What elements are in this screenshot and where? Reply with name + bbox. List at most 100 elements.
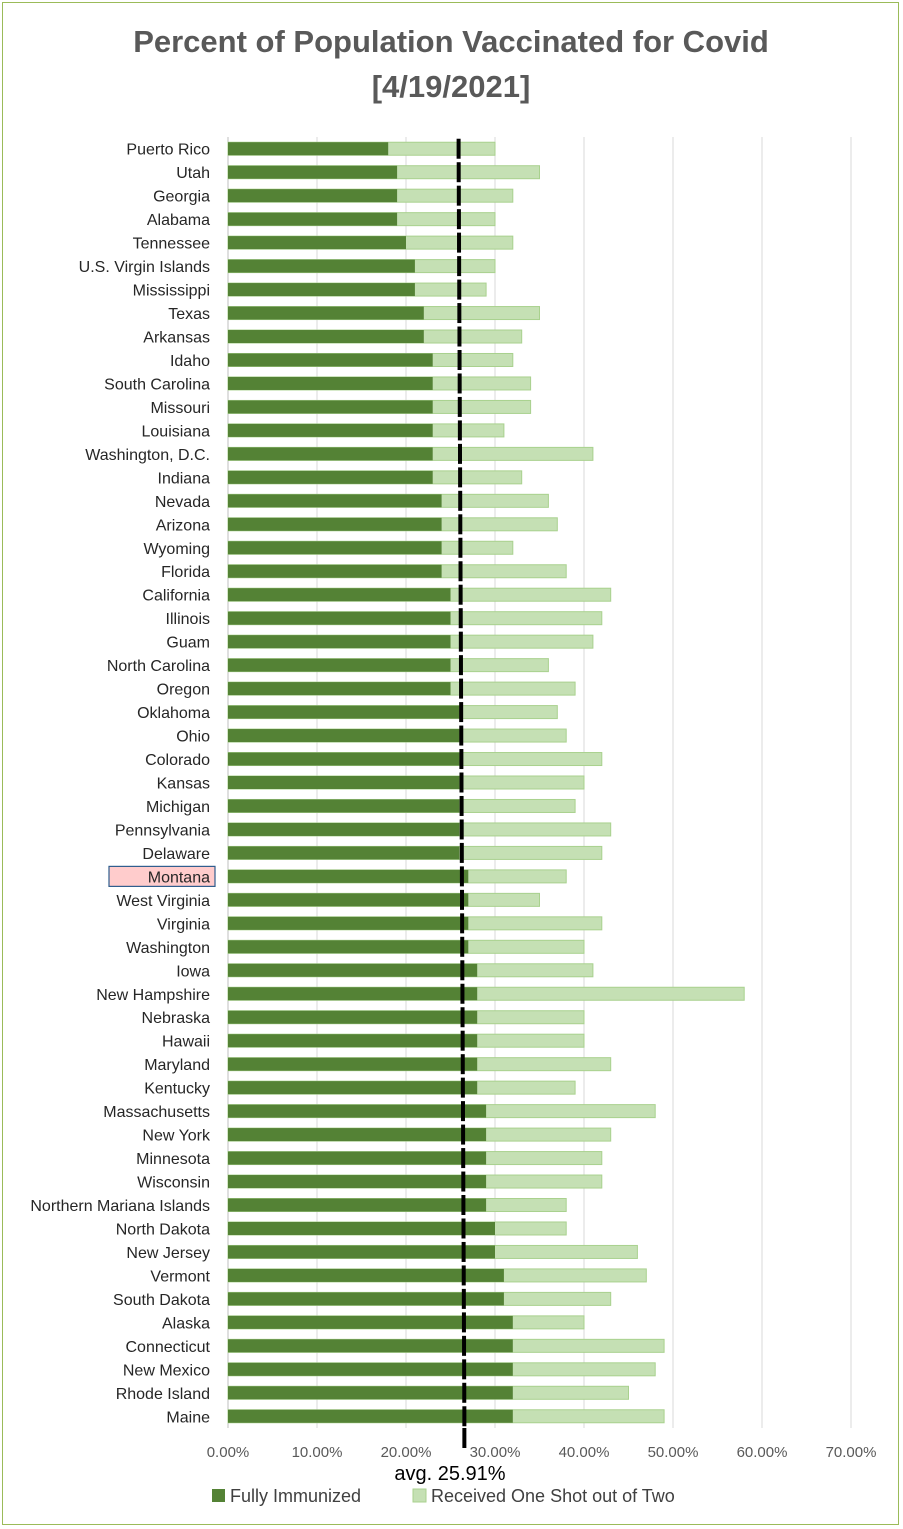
bar-fully-immunized [228, 682, 451, 696]
x-tick-label: 70.00% [826, 1444, 877, 1461]
bar-fully-immunized [228, 822, 460, 836]
bars [227, 141, 745, 1424]
category-label: U.S. Virgin Islands [79, 259, 210, 276]
category-label: Maine [166, 1409, 210, 1426]
legend-label-fully-immunized: Fully Immunized [230, 1486, 361, 1506]
category-label: Maryland [144, 1057, 210, 1074]
category-label: Washington [126, 940, 210, 957]
bar-fully-immunized [228, 1057, 478, 1071]
bar-fully-immunized [228, 330, 424, 344]
bar-fully-immunized [228, 376, 433, 390]
bar-fully-immunized [228, 517, 442, 531]
category-label: Kentucky [144, 1081, 210, 1098]
bar-fully-immunized [228, 1010, 478, 1024]
category-label: New Jersey [126, 1245, 210, 1262]
category-label: Guam [166, 635, 210, 652]
category-label: Minnesota [136, 1151, 210, 1168]
category-label: Washington, D.C. [85, 447, 210, 464]
category-label: South Dakota [113, 1292, 210, 1309]
category-label: Hawaii [162, 1034, 210, 1051]
category-label: Virginia [157, 916, 210, 933]
bar-fully-immunized [228, 1221, 495, 1235]
category-label: California [142, 588, 210, 605]
category-labels: Puerto Rico Utah Georgia Alabama Tennessee U.… [30, 142, 216, 1426]
bar-fully-immunized [228, 470, 433, 484]
category-label: Mississippi [133, 283, 210, 300]
legend-swatch-fully-immunized [212, 1489, 225, 1502]
category-label: Puerto Rico [126, 142, 210, 159]
chart-subtitle-date: [4/19/2021] [372, 69, 531, 104]
bar-fully-immunized [228, 635, 451, 649]
bar-fully-immunized [228, 1128, 487, 1142]
bar-fully-immunized [228, 588, 451, 602]
bar-fully-immunized [228, 940, 469, 954]
bar-fully-immunized [228, 705, 460, 719]
bar-fully-immunized [228, 869, 469, 883]
bar-fully-immunized [228, 236, 406, 250]
category-label: Iowa [176, 963, 210, 980]
bar-fully-immunized [228, 1268, 504, 1282]
bar-fully-immunized [228, 846, 460, 860]
bar-fully-immunized [228, 799, 460, 813]
category-label: Rhode Island [116, 1386, 210, 1403]
category-label: South Carolina [104, 376, 210, 393]
average-line [456, 138, 467, 1448]
bar-fully-immunized [228, 1409, 513, 1423]
bar-fully-immunized [228, 1081, 478, 1095]
category-label: North Carolina [107, 658, 210, 675]
x-tick-label: 0.00% [207, 1444, 250, 1461]
category-label: Connecticut [126, 1339, 211, 1356]
bar-fully-immunized [228, 423, 433, 437]
bar-fully-immunized [228, 400, 433, 414]
category-label: Montana [148, 869, 210, 886]
x-tick-label: 60.00% [737, 1444, 788, 1461]
category-label: Georgia [153, 189, 210, 206]
category-label: Indiana [158, 470, 211, 487]
category-label: Nebraska [142, 1010, 211, 1027]
x-tick-label: 40.00% [559, 1444, 610, 1461]
category-label: Wisconsin [137, 1175, 210, 1192]
bar-fully-immunized [228, 963, 478, 977]
bar-fully-immunized [228, 1198, 487, 1212]
chart-title: Percent of Population Vaccinated for Cov… [133, 24, 769, 59]
bar-fully-immunized [228, 1339, 513, 1353]
bar-fully-immunized [228, 916, 469, 930]
x-tick-label: 50.00% [648, 1444, 699, 1461]
average-label: avg. 25.91% [394, 1463, 505, 1485]
bar-fully-immunized [228, 212, 398, 226]
bar-fully-immunized [228, 541, 442, 555]
category-label: Louisiana [142, 423, 211, 440]
bar-fully-immunized [228, 1245, 495, 1259]
bar-fully-immunized [228, 165, 398, 179]
bar-fully-immunized [228, 1292, 504, 1306]
category-label: Pennsylvania [115, 822, 210, 839]
bar-fully-immunized [228, 447, 433, 461]
category-label: Massachusetts [103, 1104, 210, 1121]
x-tick-label: 30.00% [470, 1444, 521, 1461]
legend-swatch-one-shot [412, 1488, 427, 1503]
bar-fully-immunized [228, 1151, 487, 1165]
category-label: Colorado [145, 752, 210, 769]
bar-fully-immunized [228, 1362, 513, 1376]
bar-fully-immunized [228, 893, 469, 907]
category-label: Kansas [157, 776, 210, 793]
category-label: Tennessee [133, 236, 210, 253]
x-tick-label: 10.00% [292, 1444, 343, 1461]
legend: Fully Immunized Received One Shot out of… [212, 1486, 675, 1506]
category-label: Alabama [147, 212, 210, 229]
category-label: New Hampshire [96, 987, 210, 1004]
category-label: Idaho [170, 353, 210, 370]
x-tick-label: 20.00% [381, 1444, 432, 1461]
category-label: Texas [168, 306, 210, 323]
bar-fully-immunized [228, 729, 460, 743]
category-label: Illinois [166, 611, 210, 628]
category-label: Northern Mariana Islands [30, 1198, 210, 1215]
bar-fully-immunized [228, 1175, 487, 1189]
category-label: Wyoming [143, 541, 210, 558]
category-label: Florida [161, 564, 210, 581]
bar-fully-immunized [228, 1034, 478, 1048]
category-label: Missouri [150, 400, 210, 417]
category-label: Nevada [155, 494, 210, 511]
legend-label-one-shot: Received One Shot out of Two [431, 1486, 675, 1506]
bar-fully-immunized [228, 283, 415, 297]
